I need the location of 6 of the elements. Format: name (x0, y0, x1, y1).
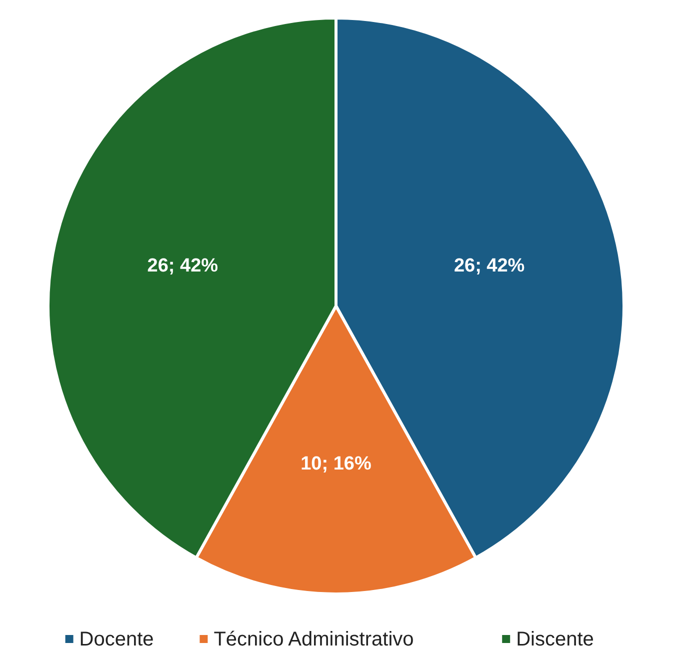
legend-label: Discente (516, 628, 594, 650)
data-label: 26; 42% (454, 255, 525, 276)
data-label: 10; 16% (300, 453, 372, 474)
data-label: 26; 42% (147, 255, 218, 276)
legend-label: Docente (79, 628, 154, 650)
legend-label: Técnico Administrativo (214, 628, 414, 650)
